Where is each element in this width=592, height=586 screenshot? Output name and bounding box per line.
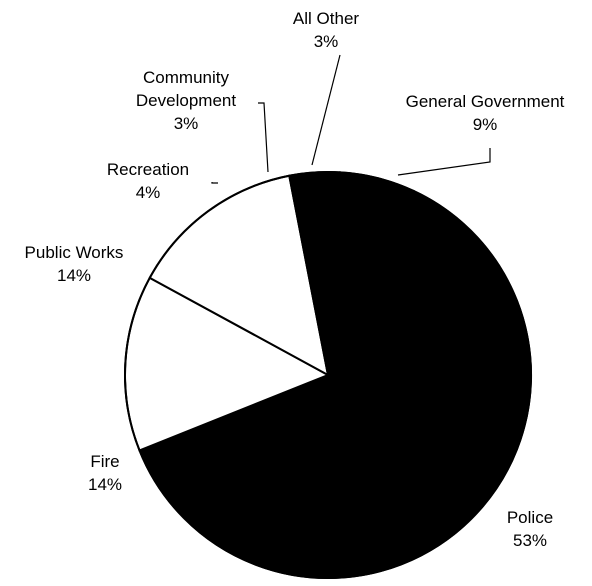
- slice-label-police: Police 53%: [507, 508, 553, 550]
- slice-value-police: 53%: [513, 531, 547, 550]
- slice-name-community-development: Community: [143, 68, 229, 87]
- slice-value-recreation: 4%: [136, 183, 161, 202]
- leader-line-general-government: [397, 148, 491, 176]
- slice-name-general-government: General Government: [406, 92, 565, 111]
- slice-name-recreation: Recreation: [107, 160, 189, 179]
- slice-value-fire: 14%: [88, 475, 122, 494]
- slice-label-fire: Fire 14%: [88, 452, 122, 494]
- slice-label-recreation: Recreation 4%: [107, 160, 189, 202]
- slice-label-public-works: Public Works 14%: [25, 243, 124, 285]
- slice-label-community-development: Community Development 3%: [136, 68, 236, 133]
- slice-name-community-development: Development: [136, 91, 236, 110]
- slice-value-general-government: 9%: [473, 115, 498, 134]
- slice-label-general-government: General Government 9%: [406, 92, 565, 134]
- pie-outline: [124, 171, 532, 579]
- leader-line-recreation: [211, 182, 218, 184]
- slice-name-fire: Fire: [90, 452, 119, 471]
- leader-line-community-development: [258, 102, 269, 173]
- slice-label-all-other: All Other 3%: [293, 9, 359, 51]
- slice-value-all-other: 3%: [314, 32, 339, 51]
- leader-line-all-other: [311, 54, 341, 166]
- slice-name-police: Police: [507, 508, 553, 527]
- slice-name-public-works: Public Works: [25, 243, 124, 262]
- slice-value-community-development: 3%: [174, 114, 199, 133]
- slice-name-all-other: All Other: [293, 9, 359, 28]
- slice-value-public-works: 14%: [57, 266, 91, 285]
